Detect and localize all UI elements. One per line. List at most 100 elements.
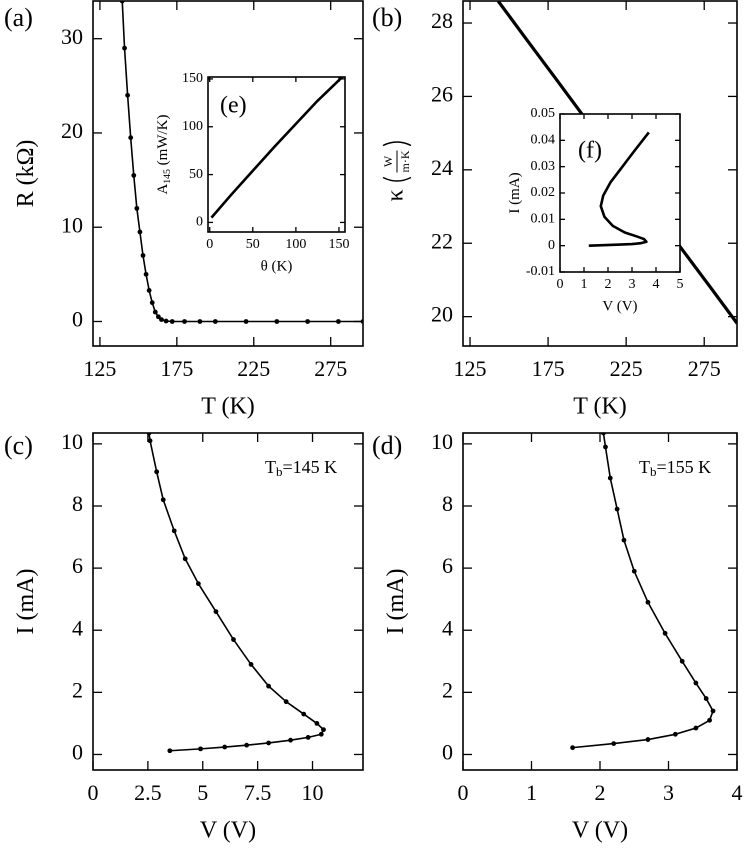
x-tick-label: 275 [688, 356, 721, 381]
y-axis-label: A145 (mW/K) [155, 114, 173, 194]
panel-label: (c) [4, 431, 33, 460]
data-point [131, 172, 137, 178]
data-point [570, 745, 575, 751]
y-axis-label: R (kΩ) [13, 140, 39, 208]
y-axis-unit-num: W [381, 155, 395, 167]
x-tick-label: 175 [160, 356, 193, 381]
data-point [274, 319, 280, 324]
x-tick-label: 5 [197, 780, 208, 805]
data-point [710, 708, 716, 714]
x-tick-label: 2 [605, 277, 612, 292]
y-tick-label: 0.04 [531, 133, 556, 148]
x-tick-label: 7.5 [244, 780, 272, 805]
data-point [631, 568, 637, 574]
data-point [222, 744, 228, 750]
y-tick-label: 100 [182, 119, 203, 134]
y-axis-label: I (mA) [507, 172, 523, 213]
data-point [614, 506, 620, 512]
annotation: Tb=145 K [265, 457, 337, 479]
data-point [160, 497, 166, 503]
x-tick-label: 2 [595, 780, 606, 805]
y-tick-label: 24 [431, 155, 453, 180]
panel-label: (b) [372, 3, 402, 32]
y-axis-label-sub: 145 [162, 169, 173, 184]
annotation: Tb=155 K [639, 457, 711, 479]
plot-area [463, 433, 737, 770]
panel: 0 50 100 150 0 50 100 150 (e) θ (K) A145 (mW/K) [155, 71, 349, 274]
data-point [167, 748, 173, 754]
y-tick-label: 10 [61, 212, 83, 237]
data-point [125, 92, 131, 98]
y-tick-label: 6 [72, 553, 83, 578]
y-tick-label: 0 [548, 238, 555, 253]
panel-label: (e) [220, 93, 247, 119]
data-point [155, 314, 161, 320]
data-point [147, 438, 153, 444]
annotation-sub: b [650, 464, 657, 479]
x-axis-label: T (K) [573, 394, 627, 420]
data-point [621, 537, 627, 543]
data-point [288, 737, 293, 743]
y-tick-label: 0.02 [531, 185, 556, 200]
data-point [321, 727, 326, 733]
y-tick-label: 4 [442, 615, 453, 640]
data-point [266, 683, 272, 689]
x-tick-label: 0 [557, 277, 564, 292]
x-tick-label: 50 [246, 237, 260, 252]
x-tick-label: 0 [88, 780, 99, 805]
plot-frame [92, 0, 364, 347]
data-point [679, 658, 685, 664]
data-point [159, 317, 164, 323]
y-tick-label: 0.03 [531, 159, 556, 174]
x-tick-label: 225 [237, 356, 270, 381]
y-tick-label: 2 [442, 677, 453, 702]
data-point [244, 742, 250, 748]
y-axis-label-symbol: κ [383, 189, 409, 201]
x-tick-label: 2.5 [134, 780, 162, 805]
paren [382, 141, 412, 147]
data-point [693, 680, 699, 686]
plot-area [208, 77, 345, 232]
data-point [137, 229, 143, 235]
x-tick-label: 0 [458, 780, 469, 805]
y-tick-label: 20 [431, 302, 453, 327]
data-line [210, 77, 345, 219]
plot-frame [559, 113, 681, 273]
data-point [305, 319, 311, 324]
y-tick-label: -0.01 [526, 264, 555, 279]
y-tick-label: 0 [196, 215, 203, 230]
plot-frame [207, 76, 346, 233]
data-line [588, 131, 650, 247]
y-tick-label: 26 [431, 81, 453, 106]
x-tick-label: 3 [629, 277, 636, 292]
data-point [305, 734, 311, 740]
y-tick-label: 2 [72, 677, 83, 702]
data-point [195, 581, 201, 587]
y-tick-label: 50 [189, 167, 203, 182]
y-tick-label: 0.05 [531, 106, 556, 121]
data-point [169, 319, 175, 324]
panel-label: (a) [4, 3, 33, 32]
data-point [154, 469, 160, 475]
data-point [243, 319, 249, 324]
data-point [318, 731, 324, 737]
data-point [213, 609, 219, 614]
annotation-main: T [265, 457, 276, 477]
y-axis-label: κ W m·K [381, 141, 412, 202]
x-tick-label: 225 [610, 356, 643, 381]
data-point [163, 318, 169, 324]
x-axis-label: V (V) [572, 818, 628, 844]
data-point [611, 741, 617, 746]
y-tick-label: 0 [442, 740, 453, 765]
y-axis-label-main: A [155, 184, 171, 195]
y-axis-label-text: I (mA) [13, 569, 39, 635]
y-axis-label-text: I (mA) [507, 172, 523, 213]
panel: 0 2.5 5 7.5 10 0 2 4 6 8 10 (c) V (V) I (mA) Tb=145 K [4, 429, 364, 844]
data-point [149, 300, 155, 306]
data-point [122, 45, 127, 51]
y-tick-label: 10 [61, 429, 83, 454]
data-line [121, 1, 363, 323]
data-point [128, 135, 134, 141]
